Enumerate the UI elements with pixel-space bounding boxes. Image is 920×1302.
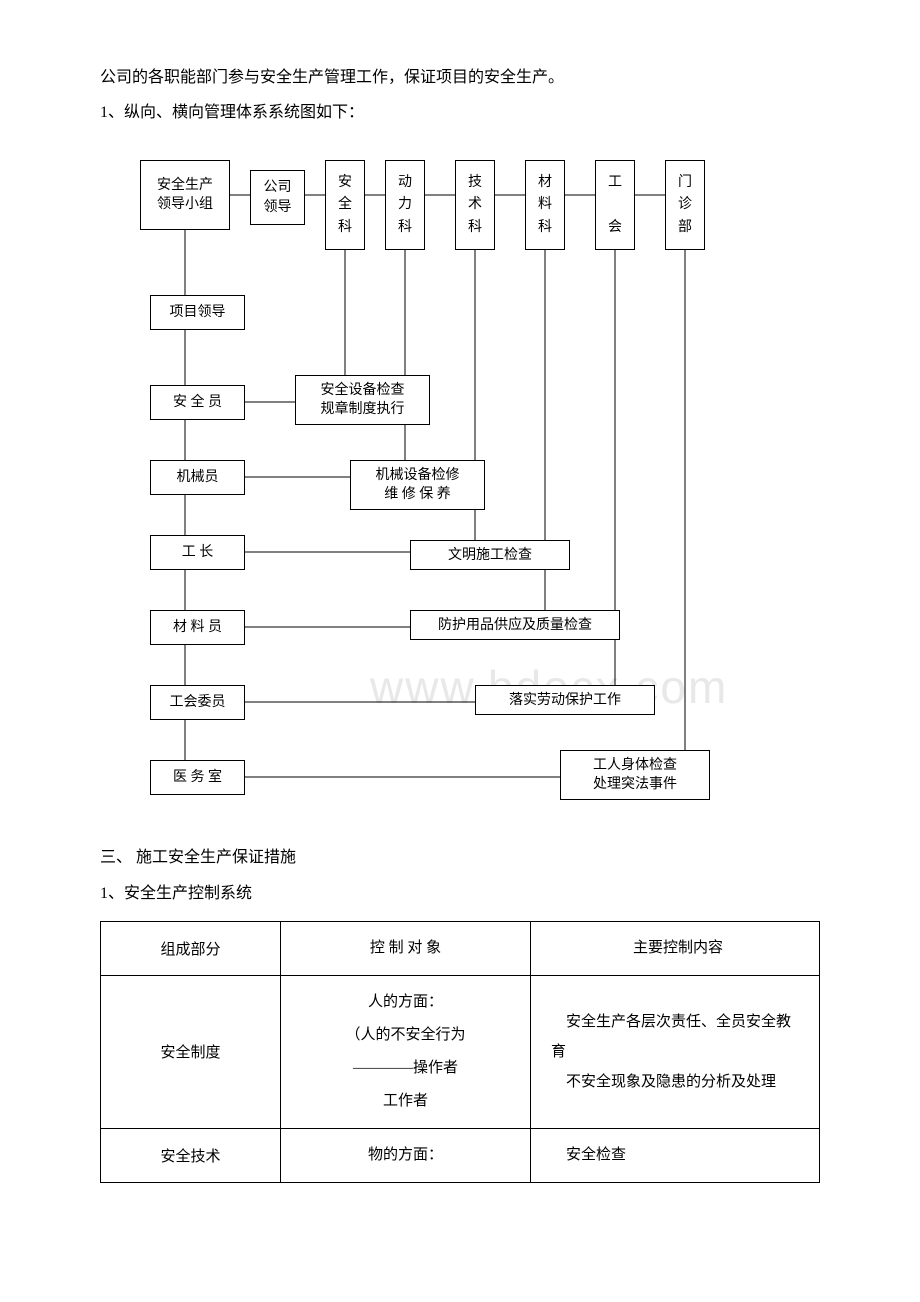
node-l_mech: 机械员 <box>150 460 245 495</box>
node-l_proj: 项目领导 <box>150 295 245 330</box>
node-l_med: 医 务 室 <box>150 760 245 795</box>
org-diagram: www.bdocx.com 安全生产领导小组公司领导安全科动力科技术科材料科工会… <box>120 150 840 810</box>
intro-paragraph: 公司的各职能部门参与安全生产管理工作，保证项目的安全生产。 1、纵向、横向管理体… <box>100 60 840 130</box>
node-l_matman: 材 料 员 <box>150 610 245 645</box>
node-r_mechrep: 机械设备检修维 修 保 养 <box>350 460 485 510</box>
cell-r2c3: 安全检查 <box>531 1128 820 1182</box>
table-row: 安全技术 物的方面： 安全检查 <box>101 1128 820 1182</box>
col-header-3: 主要控制内容 <box>531 921 820 975</box>
table-header-row: 组成部分 控 制 对 象 主要控制内容 <box>101 921 820 975</box>
intro-line-1: 公司的各职能部门参与安全生产管理工作，保证项目的安全生产。 <box>100 60 840 95</box>
section-3-heading: 三、 施工安全生产保证措施 <box>100 840 840 875</box>
node-r_civ: 文明施工检查 <box>410 540 570 570</box>
cell-r1c3: 安全生产各层次责任、全员安全教育 不安全现象及隐患的分析及处理 <box>531 975 820 1128</box>
node-top_group: 安全生产领导小组 <box>140 160 230 230</box>
node-top_leader: 公司领导 <box>250 170 305 225</box>
node-l_union: 工会委员 <box>150 685 245 720</box>
node-r_labor: 落实劳动保护工作 <box>475 685 655 715</box>
section-3: 三、 施工安全生产保证措施 1、安全生产控制系统 <box>100 840 840 910</box>
node-l_foreman: 工 长 <box>150 535 245 570</box>
node-r_body: 工人身体检查处理突法事件 <box>560 750 710 800</box>
col-header-1: 组成部分 <box>101 921 281 975</box>
node-l_safety: 安 全 员 <box>150 385 245 420</box>
cell-r2c2: 物的方面： <box>281 1128 531 1182</box>
node-top_tech: 技术科 <box>455 160 495 250</box>
node-r_supply: 防护用品供应及质量检查 <box>410 610 620 640</box>
cell-r1c1: 安全制度 <box>101 975 281 1128</box>
col-header-2: 控 制 对 象 <box>281 921 531 975</box>
node-top_power: 动力科 <box>385 160 425 250</box>
node-top_mat: 材料科 <box>525 160 565 250</box>
intro-line-2: 1、纵向、横向管理体系系统图如下： <box>100 95 840 130</box>
node-top_clinic: 门诊部 <box>665 160 705 250</box>
node-r_check: 安全设备检查规章制度执行 <box>295 375 430 425</box>
table-row: 安全制度 人的方面：（人的不安全行为————操作者工作者 安全生产各层次责任、全… <box>101 975 820 1128</box>
node-top_union: 工会 <box>595 160 635 250</box>
cell-r1c2: 人的方面：（人的不安全行为————操作者工作者 <box>281 975 531 1128</box>
control-system-table: 组成部分 控 制 对 象 主要控制内容 安全制度 人的方面：（人的不安全行为——… <box>100 921 820 1183</box>
node-top_safe: 安全科 <box>325 160 365 250</box>
cell-r2c1: 安全技术 <box>101 1128 281 1182</box>
section-3-sub: 1、安全生产控制系统 <box>100 876 840 911</box>
